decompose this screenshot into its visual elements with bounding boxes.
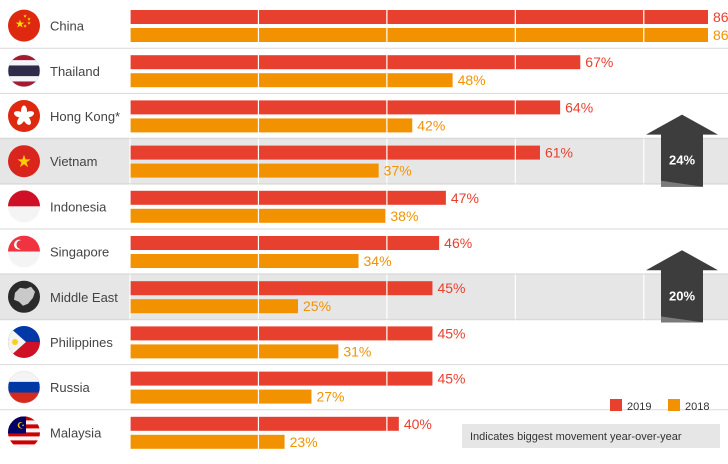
- change-label: 20%: [669, 288, 695, 303]
- country-label: Indonesia: [50, 199, 107, 214]
- value-label-2018-3: 37%: [384, 163, 412, 179]
- vietnam-flag-icon: ★: [8, 145, 40, 178]
- value-label-2018-6: 25%: [303, 298, 331, 314]
- bar-2018-9: [130, 434, 285, 449]
- bar-2019-4: [130, 190, 446, 205]
- change-label: 24%: [669, 153, 695, 168]
- value-label-2019-7: 45%: [437, 325, 465, 341]
- highlight-note: Indicates biggest movement year-over-yea…: [470, 431, 682, 443]
- bar-2019-1: [130, 55, 581, 70]
- value-label-2019-4: 47%: [451, 190, 479, 206]
- grid-lines: [129, 0, 645, 452]
- up-arrow-icon: [646, 114, 718, 187]
- bar-2019-8: [130, 371, 433, 386]
- value-label-2018-5: 34%: [364, 253, 392, 269]
- value-label-2018-4: 38%: [390, 208, 418, 224]
- country-label: Middle East: [50, 290, 118, 305]
- bar-2019-0: [130, 10, 708, 24]
- bar-2019-9: [130, 416, 399, 431]
- legend: 2019 2018 Indicates biggest movement yea…: [462, 399, 720, 448]
- bar-2018-0: [130, 28, 708, 42]
- country-label: China: [50, 19, 85, 34]
- russia-flag-icon: [7, 370, 41, 404]
- highlight-row-6: [0, 273, 728, 321]
- value-label-2019-5: 46%: [444, 235, 472, 251]
- country-label: Singapore: [50, 245, 109, 260]
- value-label-2019-8: 45%: [437, 371, 465, 387]
- up-arrow-icon: [646, 250, 718, 323]
- svg-text:★: ★: [27, 21, 31, 26]
- svg-text:★: ★: [16, 152, 31, 171]
- value-label-2019-1: 67%: [585, 54, 613, 70]
- value-label-2019-3: 61%: [545, 145, 573, 161]
- country-label: Hong Kong*: [50, 109, 120, 124]
- svg-text:☪: ☪: [17, 420, 25, 430]
- legend-swatch-2018: [668, 399, 680, 411]
- value-label-2019-0: 86%: [713, 9, 728, 25]
- bar-2018-6: [130, 299, 299, 314]
- svg-text:★: ★: [23, 14, 27, 19]
- svg-text:★: ★: [27, 17, 31, 22]
- country-label: Thailand: [50, 64, 100, 79]
- china-flag-icon: ★★★★★: [8, 9, 40, 42]
- svg-text:★: ★: [23, 24, 27, 29]
- bar-2018-7: [130, 344, 339, 359]
- bars-layer: [130, 10, 708, 449]
- legend-label-2019: 2019: [627, 401, 651, 413]
- country-label: Russia: [50, 380, 91, 395]
- bar-2019-2: [130, 100, 561, 115]
- value-label-2019-2: 64%: [565, 99, 593, 115]
- value-label-2018-2: 42%: [417, 117, 445, 133]
- value-label-2019-6: 45%: [437, 280, 465, 296]
- value-label-2018-0: 86%: [713, 27, 728, 43]
- country-label: Philippines: [50, 335, 113, 350]
- svg-text:★: ★: [15, 19, 25, 31]
- value-label-2019-9: 40%: [404, 416, 432, 432]
- bar-2018-5: [130, 254, 359, 268]
- value-label-2018-9: 23%: [290, 434, 318, 450]
- bar-2018-8: [130, 389, 312, 404]
- change-arrows: 24% 20%: [646, 114, 718, 323]
- bar-2018-2: [130, 118, 413, 133]
- highlight-rows: [0, 137, 728, 321]
- highlight-note-box: [462, 424, 720, 448]
- bar-2019-6: [130, 281, 433, 296]
- country-label: Malaysia: [50, 425, 102, 440]
- value-labels: 86% 86% 67% 48% 64% 42% 61% 37% 47% 38% 46% 34% 45% 2…: [290, 9, 728, 450]
- category-rows: ★★★★★ China Thailand Hong Kong* ★ Vietnam Indo…: [0, 9, 728, 449]
- highlight-row-3: [0, 137, 728, 185]
- bar-2019-7: [130, 326, 433, 341]
- value-label-2018-1: 48%: [458, 72, 486, 88]
- singapore-flag-icon: [8, 235, 40, 268]
- bar-2019-3: [130, 145, 540, 160]
- middle-east-map-icon: [8, 280, 40, 313]
- hong-kong-flag-icon: [8, 100, 40, 132]
- thailand-flag-icon: [7, 54, 41, 88]
- value-label-2018-7: 31%: [343, 343, 371, 359]
- bar-2018-4: [130, 208, 386, 223]
- indonesia-flag-icon: [8, 190, 40, 223]
- legend-label-2018: 2018: [685, 401, 709, 413]
- philippines-flag-icon: [8, 326, 40, 358]
- bar-2018-3: [130, 163, 379, 178]
- value-label-2018-8: 27%: [316, 389, 344, 405]
- bar-2018-1: [130, 73, 453, 88]
- malaysia-flag-icon: ☪: [8, 416, 40, 449]
- legend-swatch-2019: [610, 399, 622, 411]
- country-label: Vietnam: [50, 154, 97, 169]
- bar-2019-5: [130, 236, 440, 250]
